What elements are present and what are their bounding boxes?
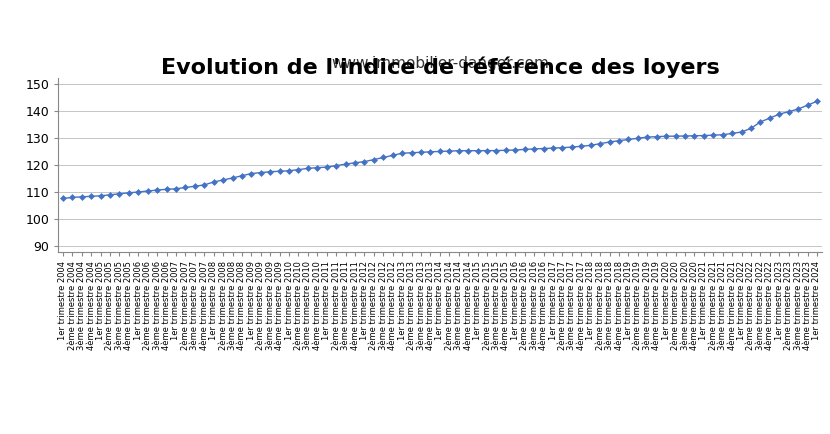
Text: www.immobilier-danger.com: www.immobilier-danger.com	[331, 56, 549, 71]
Title: Evolution de l'indice de référence des loyers: Evolution de l'indice de référence des l…	[160, 56, 720, 78]
